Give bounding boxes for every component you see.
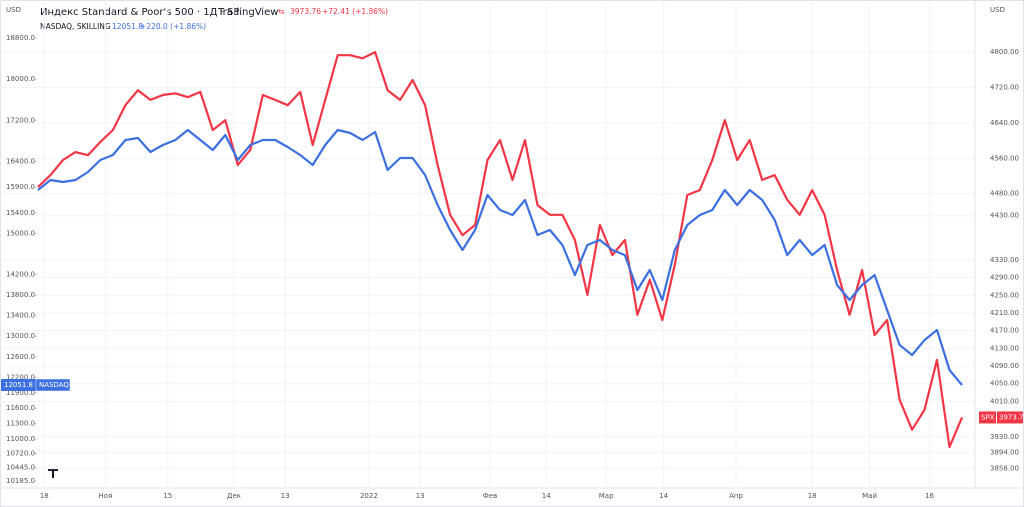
y-tick-label: 11600.0 bbox=[6, 404, 35, 412]
x-tick-label: 16 bbox=[925, 492, 934, 500]
x-tick-label: 14 bbox=[659, 492, 668, 500]
y2-tick-label: 4290.00 bbox=[990, 274, 1019, 282]
y-tick-label: 10185.0 bbox=[6, 477, 35, 485]
y-tick-label: 13000.0 bbox=[6, 332, 35, 340]
x-tick-label: Май bbox=[862, 492, 877, 500]
y-tick-label: 13400.0 bbox=[6, 312, 35, 320]
y-tick-label: 15400.0 bbox=[6, 209, 35, 217]
chart-title: Индекс Standard & Poor's 500 · 1Д · SP bbox=[40, 7, 239, 18]
price-tag bbox=[1, 379, 36, 392]
nasdaq-change: +220.0 (+1.86%) bbox=[140, 22, 206, 31]
x-tick-label: 18 bbox=[808, 492, 817, 500]
y-tick-label: 11300.0 bbox=[6, 420, 35, 428]
price-tag-value: 12051.8 bbox=[4, 381, 33, 389]
x-tick-label: 13 bbox=[281, 492, 290, 500]
x-tick-label: Мар bbox=[599, 492, 614, 500]
price-tag bbox=[979, 411, 996, 424]
series-line bbox=[37, 51, 964, 449]
x-tick-label: Дек bbox=[227, 492, 241, 500]
spx-last: 3973.76 bbox=[290, 7, 321, 16]
y2-tick-label: 4250.00 bbox=[990, 291, 1019, 299]
y2-axis-unit: USD bbox=[990, 6, 1005, 14]
price-tag-value: 3973.76 bbox=[999, 413, 1024, 421]
price-tag-name: NASDAQ bbox=[39, 381, 69, 389]
price-tag bbox=[997, 411, 1023, 424]
x-tick-label: 18 bbox=[40, 492, 49, 500]
x-tick-label: 15 bbox=[163, 492, 172, 500]
x-tick-label: 13 bbox=[416, 492, 425, 500]
y-tick-label: 10720.0 bbox=[6, 449, 35, 457]
y2-tick-label: 3930.00 bbox=[990, 433, 1019, 441]
y-tick-label: 18000.0 bbox=[6, 75, 35, 83]
price-tag bbox=[35, 378, 71, 392]
x-tick-label: Ноя bbox=[99, 492, 113, 500]
y-tick-label: 10445.0 bbox=[6, 464, 35, 472]
y-tick-label: 12600.0 bbox=[6, 353, 35, 361]
y2-tick-label: 4800.00 bbox=[990, 48, 1019, 56]
y-tick-label: 17200.0 bbox=[6, 116, 35, 124]
x-tick-label: Апр bbox=[729, 492, 743, 500]
y-tick-label: 12200.0 bbox=[6, 373, 35, 381]
y2-tick-label: 4640.00 bbox=[990, 119, 1019, 127]
y-tick-label: 15000.0 bbox=[6, 229, 35, 237]
y2-tick-label: 4720.00 bbox=[990, 84, 1019, 92]
y-tick-label: 11000.0 bbox=[6, 435, 35, 443]
spx-change: +72.41 (+1.86%) bbox=[322, 7, 388, 16]
y2-tick-label: 4090.00 bbox=[990, 362, 1019, 370]
y2-tick-label: 4480.00 bbox=[990, 190, 1019, 198]
y2-tick-label: 4170.00 bbox=[990, 327, 1019, 335]
y-tick-label: 13800.0 bbox=[6, 291, 35, 299]
x-tick-label: Фев bbox=[483, 492, 497, 500]
y2-tick-label: 4560.00 bbox=[990, 154, 1019, 162]
nasdaq-name: NASDAQ, SKILLING bbox=[40, 22, 111, 31]
y2-tick-label: 4210.00 bbox=[990, 309, 1019, 317]
grid bbox=[0, 0, 975, 488]
y2-tick-label: 4430.00 bbox=[990, 212, 1019, 220]
y2-tick-label: 4330.00 bbox=[990, 256, 1019, 264]
nasdaq-last: 12051.8 bbox=[112, 22, 143, 31]
y-tick-label: 11900.0 bbox=[6, 389, 35, 397]
source: TradingView bbox=[217, 7, 278, 18]
series-line bbox=[37, 128, 963, 386]
y-tick-label: 18800.0 bbox=[6, 34, 35, 42]
y2-tick-label: 4050.00 bbox=[990, 380, 1019, 388]
y-axis-unit: USD bbox=[6, 6, 21, 14]
y-tick-label: 14200.0 bbox=[6, 271, 35, 279]
tv-logo bbox=[48, 469, 58, 478]
y2-tick-label: 3894.00 bbox=[990, 449, 1019, 457]
y-tick-label: 16400.0 bbox=[6, 157, 35, 165]
y-tick-label: 15900.0 bbox=[6, 183, 35, 191]
x-tick-label: 2022 bbox=[360, 492, 378, 500]
y2-tick-label: 3858.00 bbox=[990, 465, 1019, 473]
price-tag-name: SPX bbox=[981, 413, 995, 421]
y2-tick-label: 4130.00 bbox=[990, 344, 1019, 352]
swap-icon[interactable]: ⇆ bbox=[278, 7, 284, 16]
x-tick-label: 14 bbox=[542, 492, 551, 500]
y2-tick-label: 4010.00 bbox=[990, 397, 1019, 405]
